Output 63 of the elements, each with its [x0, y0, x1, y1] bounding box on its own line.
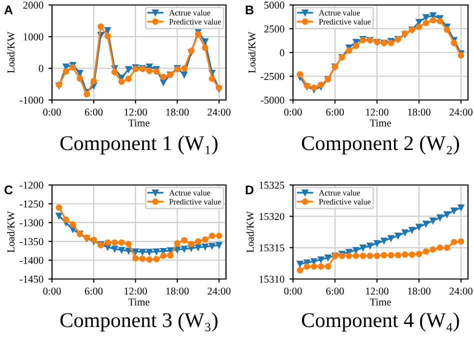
- y-tick-label: 15310: [260, 276, 284, 283]
- x-tick-label: 0:00: [43, 108, 61, 116]
- x-axis-title: Time: [128, 298, 150, 306]
- y-tick-label: -1450: [20, 276, 44, 283]
- y-tick-label: 2000: [23, 2, 44, 9]
- text: C: [4, 186, 13, 194]
- text: Component 3 (W₃): [60, 312, 218, 332]
- y-tick-label: -1300: [20, 219, 44, 226]
- x-tick-label: 18:00: [166, 108, 189, 116]
- x-tick-label: 24:00: [208, 288, 231, 295]
- x-tick-label: 18:00: [408, 108, 430, 116]
- x-tick-label: 6:00: [84, 288, 103, 295]
- y-axis-title: Load/KW: [7, 32, 15, 74]
- x-tick-label: 6:00: [326, 288, 344, 295]
- text: A: [4, 6, 13, 14]
- legend-label: Predictive value: [169, 18, 221, 25]
- text: Component 2 (W₂): [302, 136, 460, 154]
- legend-label: Actrue value: [169, 190, 210, 196]
- y-tick-label: 15325: [260, 182, 284, 189]
- y-tick-label: -1250: [20, 200, 44, 208]
- x-axis-title: Time: [370, 298, 391, 306]
- y-tick-label: -1200: [20, 182, 44, 189]
- x-tick-label: 6:00: [84, 108, 103, 116]
- text: D: [246, 186, 254, 194]
- y-tick-label: -1350: [20, 238, 44, 246]
- y-tick-label: 15315: [260, 244, 284, 252]
- x-axis-title: Time: [370, 120, 391, 126]
- x-tick-label: 24:00: [450, 288, 472, 295]
- y-tick-label: 1000: [24, 33, 44, 40]
- y-tick-label: -1000: [20, 96, 44, 104]
- text: B: [246, 6, 254, 14]
- x-axis-title: Time: [128, 120, 150, 126]
- y-tick-label: 0: [280, 49, 284, 56]
- y-axis-title: Load/KW: [7, 211, 15, 253]
- x-tick-label: 12:00: [366, 288, 388, 295]
- x-tick-label: 12:00: [124, 108, 147, 116]
- x-tick-label: 24:00: [450, 108, 472, 116]
- y-tick-label: -1400: [20, 256, 44, 264]
- legend-label: Predictive value: [169, 198, 221, 205]
- x-tick-label: 18:00: [166, 288, 189, 295]
- legend-label: Predictive value: [319, 198, 371, 205]
- y-tick-label: -5000: [260, 96, 284, 104]
- x-tick-label: 6:00: [326, 108, 344, 116]
- legend-label: Actrue value: [169, 10, 210, 16]
- legend-label: Actrue value: [318, 190, 360, 196]
- y-axis-title: Load/KW: [246, 211, 254, 253]
- y-axis-title: Load/KW: [248, 32, 256, 74]
- x-tick-label: 0:00: [43, 288, 61, 295]
- y-tick-label: 5000: [264, 2, 284, 9]
- y-tick-label: 0: [38, 65, 44, 72]
- text: Component 1 (W₁): [60, 136, 218, 154]
- y-tick-label: 2500: [264, 25, 284, 32]
- x-tick-label: 12:00: [124, 288, 147, 295]
- x-tick-label: 12:00: [366, 108, 388, 116]
- x-tick-label: 0:00: [284, 108, 302, 116]
- y-tick-label: 15320: [260, 213, 284, 220]
- x-tick-label: 18:00: [408, 288, 430, 295]
- legend-label: Predictive value: [319, 18, 371, 25]
- x-tick-label: 24:00: [208, 108, 231, 116]
- x-tick-label: 0:00: [284, 288, 302, 295]
- text: Component 4 (W₄): [302, 312, 460, 332]
- legend-label: Actrue value: [318, 10, 360, 16]
- y-tick-label: -2500: [260, 72, 284, 80]
